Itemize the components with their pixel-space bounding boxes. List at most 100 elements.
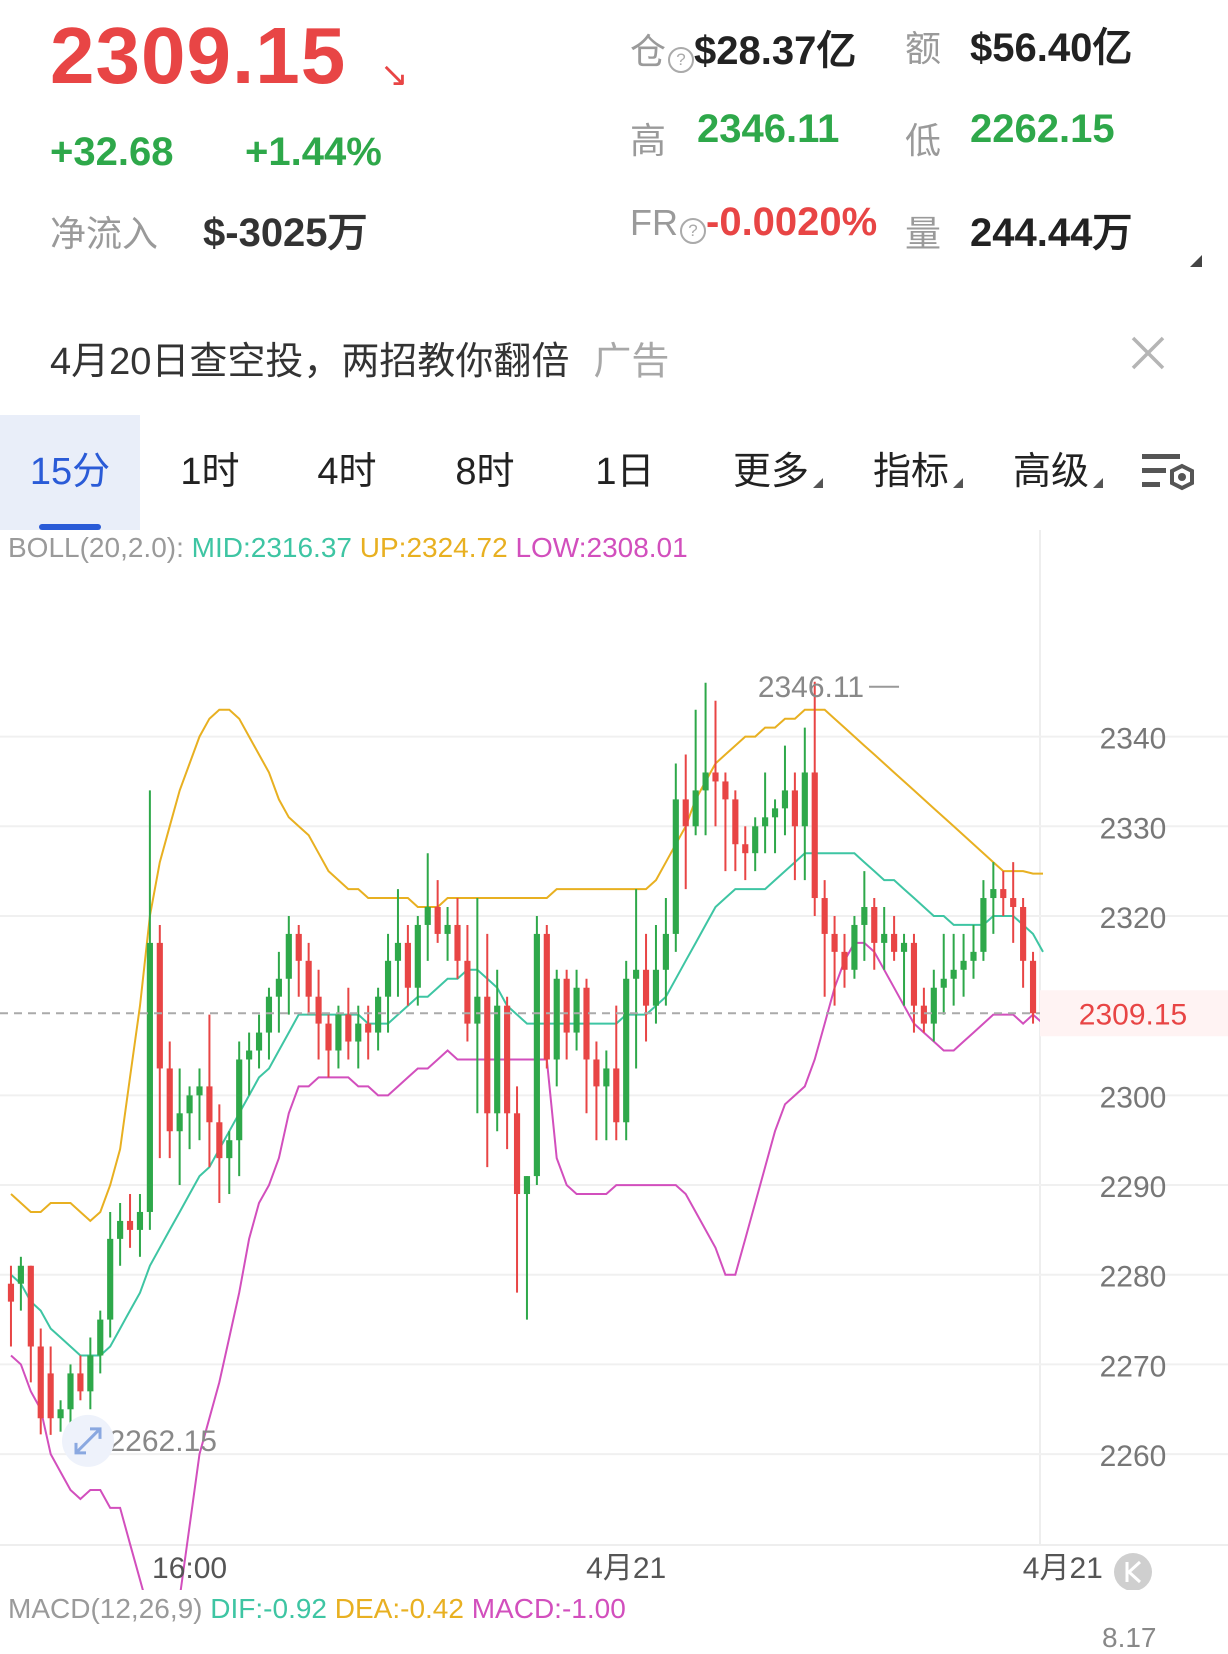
tab-1d[interactable]: 1日 [595,451,655,493]
candle-body [900,942,908,952]
timeframe-tabs: 15分 1时 4时 8时 1日 更多 指标 高级 [0,415,1228,530]
candle-body [186,1095,193,1114]
macd-dif: DIF:-0.92 [210,1593,327,1624]
candle-body [722,781,729,800]
tab-more[interactable]: 更多 [718,415,838,530]
candle-body [543,933,550,1060]
candle-body [960,960,967,970]
low-label: 低 [905,120,942,161]
candle-body [513,1113,521,1195]
help-circle-icon[interactable]: ? [668,46,695,73]
expand-corner-icon[interactable] [1190,255,1202,267]
boll-legend: BOLL(20,2.0): MID:2316.37 UP:2324.72 LOW… [8,532,688,564]
candle-body [424,907,431,925]
tab-4h[interactable]: 4时 [317,451,377,493]
volume-label: 量 [905,213,942,254]
candle-body [1010,898,1017,908]
fr-label: FR [630,202,678,243]
candle-body [236,1059,243,1141]
candlestick-chart[interactable]: 2340 2330 2320 2300 2290 2280 2270 2260 2309.15 2… [0,530,1228,1590]
help-circle-icon[interactable]: ? [680,217,706,244]
candle-body [107,1238,114,1320]
candle-body [494,1005,501,1114]
candle-body [930,987,937,1024]
high-value: 2346.11 [697,107,840,151]
y-tick-label: 2280 [1100,1261,1167,1294]
boll-name: BOLL(20,2.0): [8,532,184,563]
y-tick-label: 2290 [1100,1171,1167,1204]
candle-body [801,772,808,827]
boll-lower-line [10,941,1044,1590]
candle-body [67,1373,74,1410]
candle-body [593,1059,600,1087]
candle-body [325,1023,332,1051]
funding-rate[interactable]: FR? -0.0020% [630,200,877,245]
candle-body [603,1068,610,1087]
y-tick-label: 2260 [1100,1440,1167,1473]
candle-body [156,942,163,1069]
macd-value: MACD:-1.00 [471,1593,626,1624]
x-tick-label: 4月21 [1023,1552,1103,1585]
ad-banner[interactable]: 4月20日查空投，两招教你翻倍 广告 [50,330,669,385]
candle-body [414,924,421,988]
tab-indicators[interactable]: 指标 [858,415,978,530]
candle-body [573,987,580,1033]
candle-body [910,942,918,1006]
fr-value: -0.0020% [706,200,878,244]
candle-body [504,1005,511,1114]
boll-mid-line [10,852,1044,1357]
candle-body [623,978,630,1123]
candle-body [841,951,848,970]
candle-body [265,996,273,1033]
chevron-down-icon [1093,478,1103,488]
candle-body [940,978,947,988]
candle-body [762,817,769,827]
turnover-label: 额 [905,28,942,69]
candle-body [1000,889,1007,899]
ad-text[interactable]: 4月20日查空投，两招教你翻倍 [50,341,570,383]
candle-body [662,933,669,970]
candle-body [642,969,650,1006]
k-latest-button[interactable] [1114,1553,1152,1590]
candle-body [434,907,441,934]
candle-body [702,772,709,791]
boll-upper-line [10,708,1043,1223]
candle-body [881,933,888,943]
candle-body [523,1176,531,1195]
candle-body [831,933,838,952]
candle-body [226,1140,233,1159]
candle-body [484,996,491,1114]
candle-body [950,969,957,979]
chart-settings-icon[interactable] [1140,450,1200,498]
candle-body [851,924,858,970]
candle-body [394,942,402,961]
low-value: 2262.15 [970,107,1115,151]
candle-body [464,960,471,1024]
open-interest-value: $28.37亿 [694,29,857,73]
candle-body [57,1409,64,1419]
max-price-label: 2346.11 [758,671,864,704]
candle-body [365,1023,372,1033]
candle-body [920,1005,927,1024]
candle-body [613,1068,620,1123]
close-icon[interactable] [1128,333,1168,373]
candle-body [990,889,997,899]
candle-body [97,1319,104,1356]
candle-body [384,960,392,997]
open-interest[interactable]: 仓? $28.37亿 [630,18,856,76]
candle-body [246,1050,253,1060]
candle-body [27,1265,34,1347]
macd-name: MACD(12,26,9) [8,1593,203,1624]
tab-advanced[interactable]: 高级 [998,415,1118,530]
tab-15m[interactable]: 15分 [0,415,140,530]
y-tick-label: 2300 [1100,1081,1167,1114]
candle-body [295,933,302,961]
candle-body [752,826,759,854]
candle-body [712,772,719,782]
tab-1h[interactable]: 1时 [180,451,240,493]
y-tick-label: 2340 [1100,723,1167,756]
tab-8h[interactable]: 8时 [455,451,515,493]
y-tick-label: 2330 [1100,812,1167,845]
y-tick-label: 2270 [1100,1350,1167,1383]
turnover-value: $56.40亿 [970,26,1133,70]
